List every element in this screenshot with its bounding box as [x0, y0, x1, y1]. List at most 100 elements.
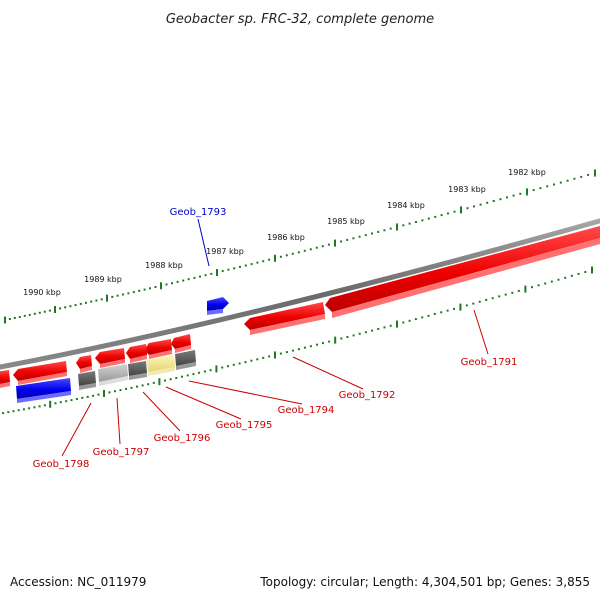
- inner-scale-ruler: [2, 266, 593, 415]
- gene-geob-1794[interactable]: [175, 350, 196, 370]
- gene-red-row-6[interactable]: [13, 361, 67, 385]
- scale-minor-tick: [13, 317, 16, 319]
- gene-label-geob-1798[interactable]: Geob_1798: [33, 459, 90, 470]
- scale-minor-tick: [427, 217, 430, 220]
- gene-label-geob-1796[interactable]: Geob_1796: [154, 433, 211, 444]
- scale-minor-tick: [408, 222, 411, 225]
- scale-minor-tick: [65, 400, 68, 403]
- scale-minor-tick: [33, 406, 36, 409]
- scale-minor-tick: [143, 288, 146, 291]
- gene-label-geob-1794[interactable]: Geob_1794: [278, 405, 335, 416]
- scale-minor-tick: [262, 260, 265, 263]
- scale-minor-tick: [147, 383, 150, 386]
- scale-minor-tick: [364, 331, 367, 334]
- scale-major-tick: [216, 269, 218, 276]
- scale-minor-tick: [79, 302, 82, 305]
- scale-major-tick: [215, 365, 218, 373]
- scale-minor-tick: [186, 374, 189, 377]
- scale-minor-tick: [506, 196, 508, 199]
- scale-minor-tick: [389, 324, 392, 327]
- genome-backbone: [0, 218, 600, 370]
- scale-minor-tick: [504, 293, 507, 296]
- scale-minor-tick: [181, 375, 183, 378]
- scale-minor-tick: [465, 304, 468, 307]
- scale-minor-tick: [8, 318, 11, 320]
- scale-minor-tick: [537, 284, 540, 287]
- scale-minor-tick: [125, 387, 127, 390]
- scale-minor-tick: [546, 185, 549, 188]
- gene-geob-1793[interactable]: [207, 297, 229, 315]
- gene-geob-1796[interactable]: [128, 361, 147, 380]
- gene-geob-1791[interactable]: [325, 226, 600, 318]
- scale-minor-tick: [154, 286, 157, 288]
- scale-major-tick: [4, 316, 6, 324]
- scale-minor-tick: [169, 378, 172, 381]
- gene-geob-1798[interactable]: [78, 371, 96, 390]
- scale-minor-tick: [114, 390, 116, 393]
- scale-minor-tick: [171, 282, 173, 285]
- scale-minor-tick: [100, 298, 103, 301]
- gene-label-geob-1791[interactable]: Geob_1791: [461, 357, 518, 368]
- gene-red-row-4[interactable]: [95, 348, 125, 368]
- scale-minor-tick: [256, 261, 259, 264]
- scale-minor-tick: [250, 263, 253, 266]
- scale-major-tick: [158, 378, 161, 386]
- scale-minor-tick: [532, 189, 535, 192]
- scale-minor-tick: [7, 411, 10, 414]
- gene-red-row-7[interactable]: [0, 370, 10, 389]
- scale-minor-tick: [303, 249, 306, 252]
- gene-red-row-3[interactable]: [126, 344, 147, 363]
- gene-label-geob-1795[interactable]: Geob_1795: [216, 420, 273, 431]
- scale-minor-tick: [2, 412, 5, 415]
- scale-minor-tick: [364, 234, 367, 237]
- gene-red-row-2[interactable]: [144, 339, 172, 359]
- scale-minor-tick: [28, 313, 31, 316]
- scale-minor-tick: [553, 183, 555, 186]
- gene-label-geob-1792[interactable]: Geob_1792: [339, 390, 396, 401]
- scale-minor-tick: [182, 279, 185, 282]
- scale-minor-tick: [209, 369, 212, 372]
- gene-geob-1795[interactable]: [147, 355, 175, 376]
- scale-minor-tick: [54, 402, 57, 405]
- leader-geob-1798: [61, 402, 92, 457]
- scale-minor-tick: [59, 307, 62, 310]
- scale-minor-tick: [175, 377, 178, 379]
- scale-major-tick: [524, 285, 527, 293]
- leader-geob-1795: [165, 386, 242, 420]
- scale-minor-tick: [108, 391, 111, 394]
- scale-label-1986: 1986 kbp: [267, 233, 305, 242]
- scale-minor-tick: [43, 404, 46, 407]
- scale-minor-tick: [69, 305, 72, 308]
- gene-red-row-5[interactable]: [76, 355, 92, 373]
- gene-geob-1797[interactable]: [98, 364, 128, 386]
- scale-minor-tick: [383, 229, 386, 232]
- scale-minor-tick: [492, 200, 495, 202]
- scale-major-tick: [54, 306, 56, 313]
- gene-label-geob-1793[interactable]: Geob_1793: [170, 207, 227, 218]
- scale-minor-tick: [285, 351, 288, 354]
- accession-text: Accession: NC_011979: [10, 575, 147, 589]
- scale-minor-tick: [279, 352, 282, 355]
- scale-minor-tick: [447, 212, 449, 215]
- scale-major-tick: [396, 320, 398, 328]
- scale-minor-tick: [70, 399, 73, 402]
- scale-minor-tick: [244, 361, 247, 364]
- gene-blue-lower[interactable]: [16, 378, 71, 403]
- scale-major-tick: [459, 303, 462, 311]
- scale-minor-tick: [297, 348, 300, 351]
- scale-minor-tick: [297, 251, 300, 254]
- gene-red-row-1[interactable]: [171, 334, 191, 353]
- scale-minor-tick: [192, 373, 195, 376]
- gene-label-geob-1797[interactable]: Geob_1797: [93, 447, 150, 458]
- scale-minor-tick: [327, 243, 330, 246]
- scale-minor-tick: [221, 270, 224, 273]
- scale-minor-tick: [291, 349, 294, 352]
- scale-minor-tick: [149, 287, 151, 290]
- scale-minor-tick: [59, 401, 62, 404]
- scale-minor-tick: [141, 384, 144, 387]
- scale-minor-tick: [285, 254, 288, 257]
- scale-minor-tick: [75, 398, 78, 400]
- scale-minor-tick: [130, 386, 133, 389]
- gene-geob-1792[interactable]: [244, 302, 325, 335]
- scale-minor-tick: [479, 203, 482, 206]
